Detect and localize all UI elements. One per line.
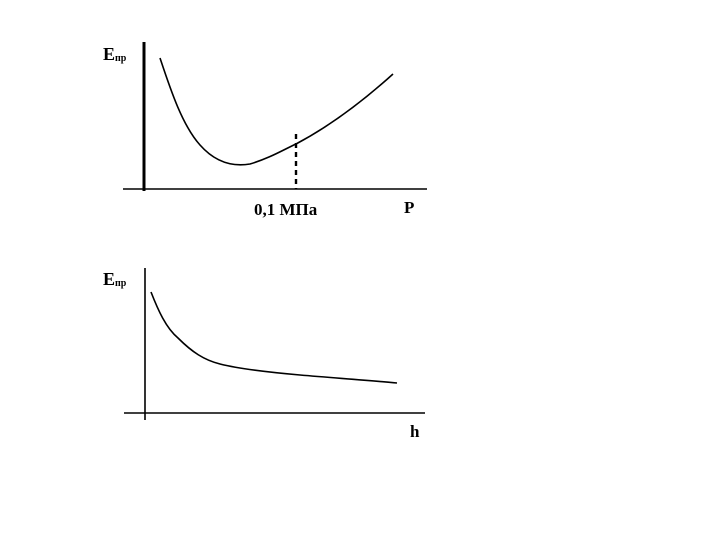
top-x-label: P	[404, 198, 414, 217]
top-graph: Eпр 0,1 МПа P	[103, 42, 427, 219]
bottom-graph: Eпр h	[103, 268, 425, 441]
top-curve	[159, 57, 394, 166]
top-y-label: Eпр	[103, 44, 127, 64]
bottom-y-label: Eпр	[103, 269, 127, 289]
bottom-curve	[150, 291, 398, 384]
bottom-x-label: h	[410, 422, 420, 441]
marker-label: 0,1 МПа	[254, 200, 318, 219]
